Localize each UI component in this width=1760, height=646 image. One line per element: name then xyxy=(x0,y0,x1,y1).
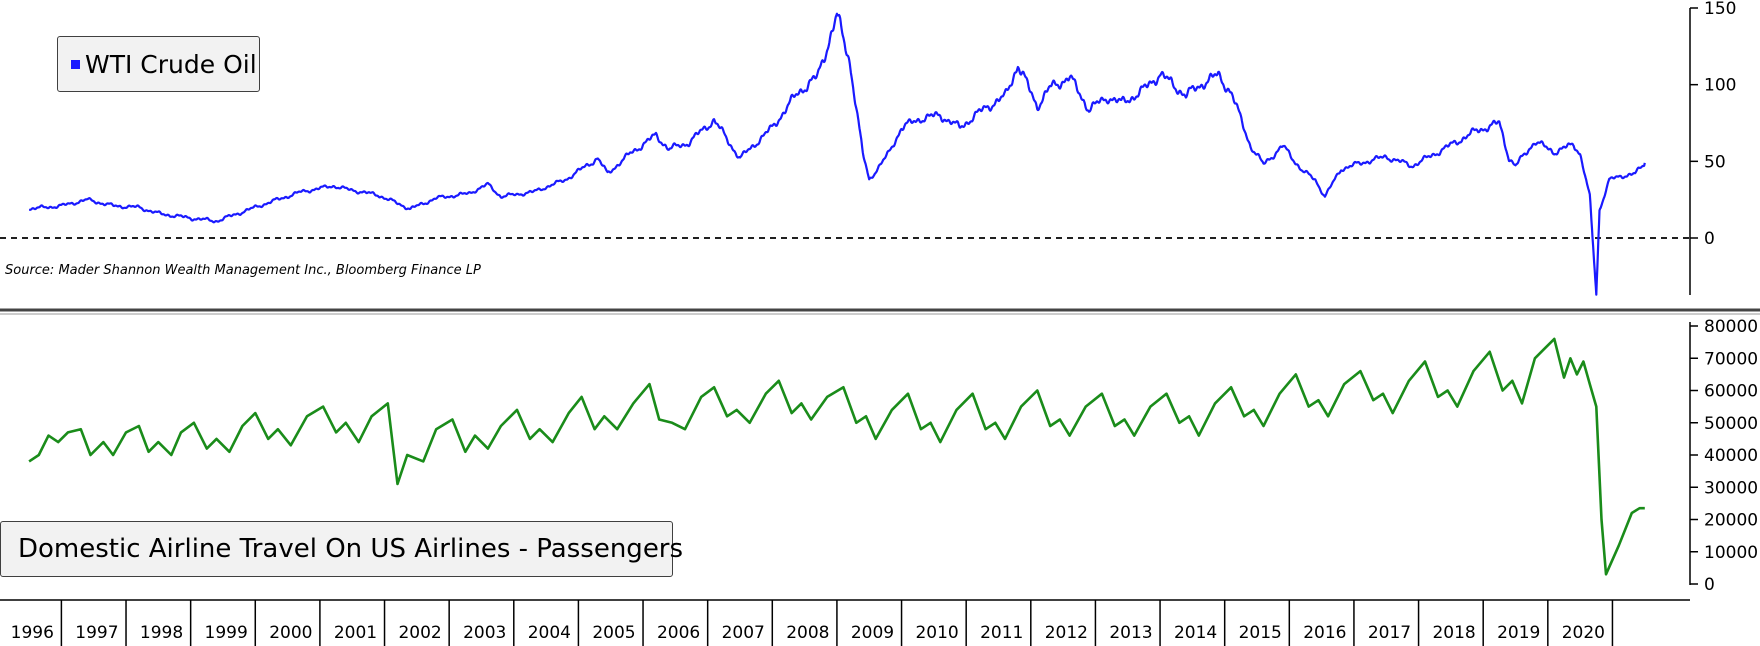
x-tick-label-2005: 2005 xyxy=(592,623,635,643)
x-tick-label-2010: 2010 xyxy=(915,623,958,643)
y-tick-label-0-100: 100 xyxy=(1704,76,1736,96)
legend-oil-label: WTI Crude Oil xyxy=(85,49,257,79)
x-tick-label-2020: 2020 xyxy=(1562,623,1605,643)
x-tick-label-2007: 2007 xyxy=(722,623,765,643)
x-tick-label-2003: 2003 xyxy=(463,623,506,643)
x-tick-label-2013: 2013 xyxy=(1109,623,1152,643)
x-tick-label-1998: 1998 xyxy=(140,623,183,643)
x-tick-label-2014: 2014 xyxy=(1174,623,1217,643)
y-tick-label-1-20000: 20000 xyxy=(1704,511,1758,531)
y-tick-label-1-60000: 60000 xyxy=(1704,382,1758,402)
x-tick-label-2002: 2002 xyxy=(398,623,441,643)
legend-oil: WTI Crude Oil xyxy=(57,36,260,92)
x-tick-label-1996: 1996 xyxy=(11,623,54,643)
x-tick-label-2004: 2004 xyxy=(528,623,571,643)
x-tick-label-2019: 2019 xyxy=(1497,623,1540,643)
x-tick-label-2011: 2011 xyxy=(980,623,1023,643)
x-tick-label-2001: 2001 xyxy=(334,623,377,643)
legend-airline-label: Domestic Airline Travel On US Airlines -… xyxy=(18,534,684,564)
y-tick-label-1-0: 0 xyxy=(1704,575,1715,595)
y-tick-label-1-50000: 50000 xyxy=(1704,414,1758,434)
x-tick-label-2017: 2017 xyxy=(1368,623,1411,643)
x-tick-label-2009: 2009 xyxy=(851,623,894,643)
x-tick-label-2000: 2000 xyxy=(269,623,312,643)
x-tick-label-1999: 1999 xyxy=(205,623,248,643)
y-tick-label-0-50: 50 xyxy=(1704,152,1726,172)
y-tick-label-0-0: 0 xyxy=(1704,229,1715,249)
series-line-0-0 xyxy=(28,12,1646,296)
x-tick-label-2016: 2016 xyxy=(1303,623,1346,643)
x-tick-label-1997: 1997 xyxy=(75,623,118,643)
source-note: Source: Mader Shannon Wealth Management … xyxy=(5,263,481,278)
x-tick-label-2008: 2008 xyxy=(786,623,829,643)
x-tick-label-2015: 2015 xyxy=(1239,623,1282,643)
y-tick-label-1-10000: 10000 xyxy=(1704,543,1758,563)
y-tick-label-0-150: 150 xyxy=(1704,0,1736,19)
x-tick-label-2006: 2006 xyxy=(657,623,700,643)
y-tick-label-1-80000: 80000 xyxy=(1704,317,1758,337)
x-tick-label-2012: 2012 xyxy=(1045,623,1088,643)
y-tick-label-1-70000: 70000 xyxy=(1704,349,1758,369)
series-line-1-0 xyxy=(28,337,1645,576)
legend-airline: Domestic Airline Travel On US Airlines -… xyxy=(0,521,683,577)
y-tick-label-1-40000: 40000 xyxy=(1704,446,1758,466)
legend-oil-swatch xyxy=(71,59,80,69)
y-tick-label-1-30000: 30000 xyxy=(1704,478,1758,498)
x-tick-label-2018: 2018 xyxy=(1432,623,1475,643)
